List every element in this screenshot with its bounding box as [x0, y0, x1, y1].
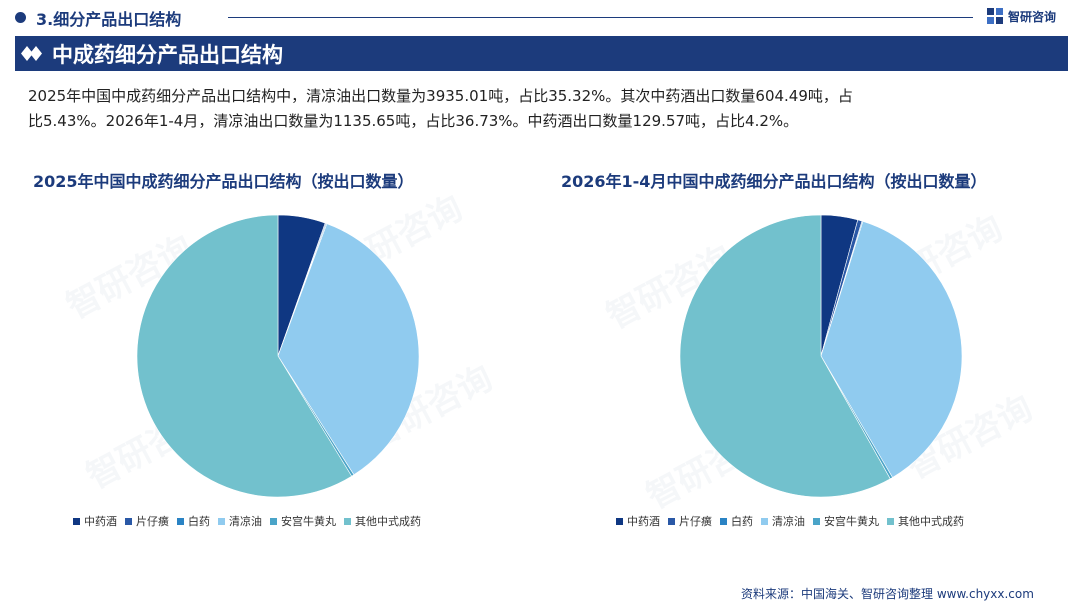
legend-label: 清凉油 — [772, 515, 805, 528]
brand-logo-icon — [987, 8, 1003, 24]
brand: 智研咨询 — [986, 7, 1056, 25]
legend-item-2026-5: 其他中式成药 — [887, 513, 964, 529]
legend-2026: 中药酒 片仔癀 白药 清凉油 安宫牛黄丸 其他中式成药 — [616, 513, 972, 529]
top-header: 3.细分产品出口结构 智研咨询 — [0, 0, 1080, 34]
legend-swatch — [720, 517, 727, 525]
source-note: 资料来源：中国海关、智研咨询整理 www.chyxx.com — [741, 587, 1034, 601]
legend-label: 片仔癀 — [679, 515, 712, 528]
legend-2025: 中药酒 片仔癀 白药 清凉油 安宫牛黄丸 其他中式成药 — [73, 513, 429, 529]
pie-chart-2026 — [679, 214, 963, 498]
legend-label: 片仔癀 — [136, 515, 169, 528]
pie-slice-2025-5 — [136, 214, 353, 498]
legend-label: 中药酒 — [84, 515, 117, 528]
legend-swatch — [73, 517, 80, 525]
legend-item-2025-1: 片仔癀 — [125, 513, 169, 529]
legend-label: 安宫牛黄丸 — [281, 515, 336, 528]
legend-label: 安宫牛黄丸 — [824, 515, 879, 528]
page-title: 中成药细分产品出口结构 — [52, 43, 283, 67]
legend-swatch — [270, 517, 277, 525]
legend-swatch — [177, 517, 184, 525]
legend-item-2025-3: 清凉油 — [218, 513, 262, 529]
legend-swatch — [218, 517, 225, 525]
chart-title-2026: 2026年1-4月中国中成药细分产品出口结构（按出口数量） — [561, 172, 987, 191]
legend-swatch — [813, 517, 820, 525]
legend-item-2025-4: 安宫牛黄丸 — [270, 513, 336, 529]
pie-slice-2026-3 — [820, 220, 963, 478]
legend-label: 中药酒 — [627, 515, 660, 528]
legend-item-2026-2: 白药 — [720, 513, 753, 529]
legend-item-2025-2: 白药 — [177, 513, 210, 529]
legend-item-2025-0: 中药酒 — [73, 513, 117, 529]
legend-item-2026-4: 安宫牛黄丸 — [813, 513, 879, 529]
legend-swatch — [344, 517, 351, 525]
legend-item-2026-0: 中药酒 — [616, 513, 660, 529]
legend-swatch — [668, 517, 675, 525]
legend-label: 清凉油 — [229, 515, 262, 528]
section-title: 3.细分产品出口结构 — [36, 10, 182, 29]
brand-name: 智研咨询 — [1008, 9, 1057, 24]
chart-title-2025: 2025年中国中成药细分产品出口结构（按出口数量） — [33, 172, 414, 191]
page-banner: 中成药细分产品出口结构 — [15, 36, 1068, 71]
legend-swatch — [616, 517, 623, 525]
summary-line-1: 2025年中国中成药细分产品出口结构中，清凉油出口数量为3935.01吨，占比3… — [28, 87, 853, 105]
pie-chart-2025 — [136, 214, 420, 498]
pie-slice-2025-3 — [277, 223, 420, 476]
legend-label: 白药 — [731, 515, 753, 528]
header-divider — [228, 17, 973, 18]
legend-swatch — [761, 517, 768, 525]
summary-text: 2025年中国中成药细分产品出口结构中，清凉油出口数量为3935.01吨，占比3… — [28, 84, 1068, 134]
legend-label: 其他中式成药 — [898, 515, 964, 528]
double-diamond-icon — [21, 46, 42, 61]
legend-label: 其他中式成药 — [355, 515, 421, 528]
legend-swatch — [125, 517, 132, 525]
legend-item-2026-3: 清凉油 — [761, 513, 805, 529]
legend-swatch — [887, 517, 894, 525]
legend-item-2026-1: 片仔癀 — [668, 513, 712, 529]
legend-label: 白药 — [188, 515, 210, 528]
pie-slice-2026-5 — [679, 214, 891, 498]
summary-line-2: 比5.43%。2026年1-4月，清凉油出口数量为1135.65吨，占比36.7… — [28, 112, 799, 130]
legend-item-2025-5: 其他中式成药 — [344, 513, 421, 529]
section-dot — [15, 12, 26, 23]
